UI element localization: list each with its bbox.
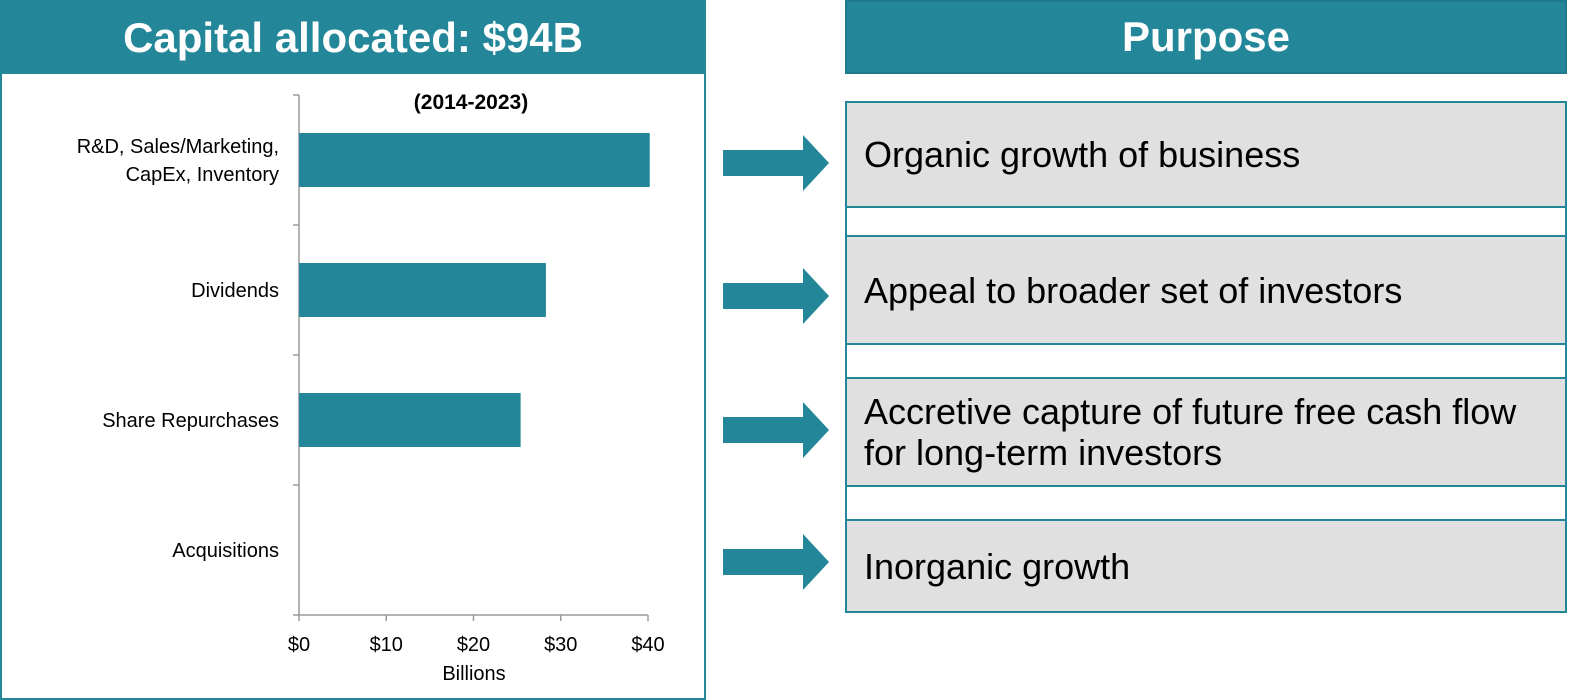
- purpose-title: Purpose: [845, 0, 1567, 74]
- capital-allocation-bar-chart: (2014-2023) $0 $10 $20 $30 $40 R&D, Sales/Mar…: [77, 91, 665, 685]
- purpose-item-inorganic: Inorganic growth: [845, 519, 1567, 613]
- bar: [299, 393, 521, 447]
- purpose-item-investors: Appeal to broader set of investors: [845, 235, 1567, 345]
- purpose-item-organic: Organic growth of business: [845, 101, 1567, 208]
- bar: [299, 133, 650, 187]
- category-label: Acquisitions: [172, 540, 279, 562]
- x-axis-label: Billions: [442, 663, 505, 685]
- arrow-right-icon: [723, 534, 829, 590]
- purpose-item-line: Inorganic growth: [864, 545, 1131, 587]
- arrow-right-icon: [723, 402, 829, 458]
- capital-allocated-panel: Capital allocated: $94B: [0, 0, 706, 700]
- x-tick-label: $0: [288, 634, 310, 656]
- category-label: Share Repurchases: [102, 410, 279, 432]
- purpose-item-line: Accretive capture of future free cash fl…: [864, 391, 1517, 432]
- chart-plot-area: $0 $10 $20 $30 $40 R&D, Sales/Marketing, CapEx…: [77, 94, 665, 656]
- bar: [299, 263, 546, 317]
- purpose-item-line: Appeal to broader set of investors: [864, 269, 1403, 311]
- x-tick-label: $40: [631, 634, 664, 656]
- chart-title: (2014-2023): [414, 91, 528, 114]
- category-label: CapEx, Inventory: [126, 164, 279, 186]
- purpose-spacer: [845, 485, 1567, 521]
- capital-allocated-title: Capital allocated: $94B: [2, 2, 704, 74]
- purpose-item-line: Organic growth of business: [864, 134, 1301, 175]
- x-tick-label: $20: [457, 634, 490, 656]
- category-label: Dividends: [191, 280, 279, 302]
- arrow-right-icon: [723, 268, 829, 324]
- x-tick-label: $10: [370, 634, 403, 656]
- purpose-spacer: [845, 343, 1567, 379]
- x-tick-label: $30: [544, 634, 577, 656]
- category-label: R&D, Sales/Marketing,: [77, 136, 279, 158]
- purpose-spacer: [845, 206, 1567, 237]
- arrow-right-icon: [723, 135, 829, 191]
- purpose-item-accretive: Accretive capture of future free cash fl…: [845, 377, 1567, 487]
- purpose-item-line: for long-term investors: [864, 432, 1223, 473]
